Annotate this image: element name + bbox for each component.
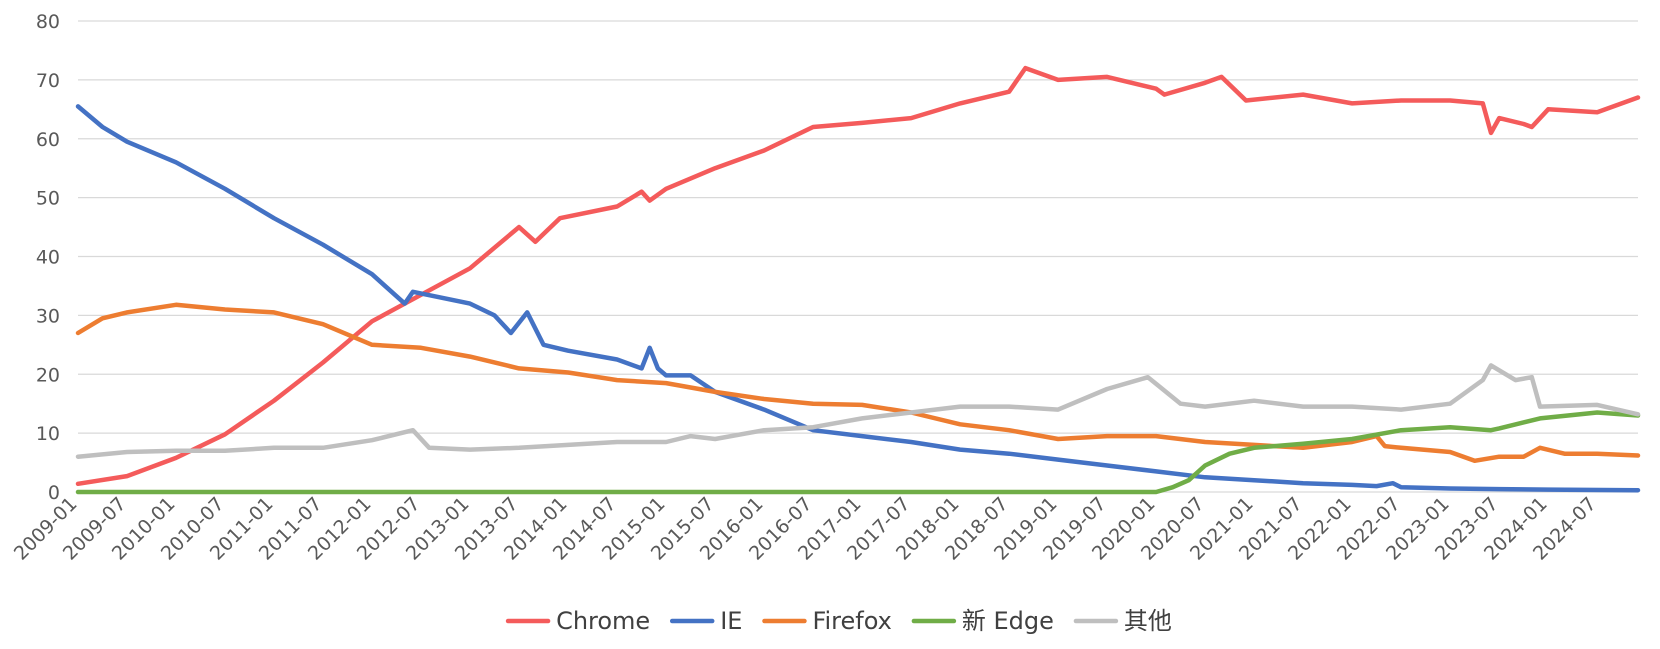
legend-label: Firefox (812, 607, 891, 635)
y-tick-label: 0 (48, 482, 60, 504)
legend-item: Firefox (762, 607, 892, 635)
legend-item: IE (669, 607, 742, 635)
series-line-其他 (75, 363, 1641, 459)
legend-item: Chrome (505, 607, 650, 635)
y-tick-label: 70 (36, 70, 60, 92)
legend-label: IE (720, 607, 742, 635)
y-axis-tick-labels: 0 10 20 30 40 50 60 70 80 (36, 11, 60, 504)
legend-item: 新 Edge (911, 607, 1054, 635)
legend-label: Chrome (556, 607, 650, 635)
legend: Chrome IE Firefox 新 Edge 其他 (505, 607, 1172, 635)
legend-item: 其他 (1073, 607, 1172, 635)
legend-label: 新 Edge (962, 607, 1054, 635)
series-line-Firefox (75, 302, 1641, 464)
series-line-Chrome (75, 65, 1641, 487)
y-tick-label: 10 (36, 423, 60, 445)
y-tick-label: 60 (36, 129, 60, 151)
gridlines (78, 20, 1638, 493)
y-tick-label: 40 (36, 247, 60, 269)
y-tick-label: 80 (36, 11, 60, 33)
series-lines (75, 65, 1641, 495)
series-line-新 Edge (75, 410, 1641, 495)
y-tick-label: 50 (36, 188, 60, 210)
series-line-IE (75, 104, 1641, 493)
x-axis-tick-labels: 2009-012009-072010-012010-072011-012011-… (10, 493, 1601, 565)
legend-label: 其他 (1124, 607, 1172, 635)
y-tick-label: 30 (36, 305, 60, 327)
y-tick-label: 20 (36, 364, 60, 386)
